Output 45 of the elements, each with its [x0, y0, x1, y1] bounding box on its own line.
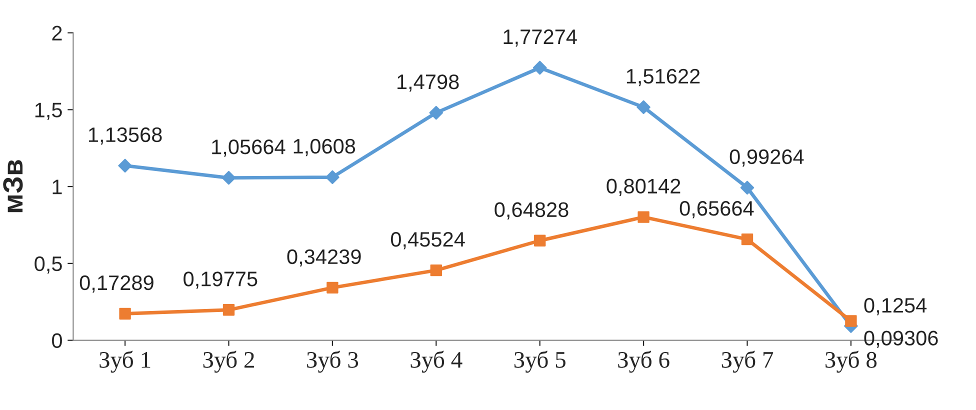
data-label: 0,1254: [864, 298, 927, 316]
data-label: 1,13568: [88, 127, 162, 145]
x-tick-label: Зуб 7: [722, 350, 774, 373]
data-label: 0,99264: [730, 149, 804, 167]
point: [845, 315, 857, 327]
data-label: 0,17289: [80, 275, 154, 293]
x-tick-label: Зуб 2: [203, 350, 254, 373]
x-tick-label: Зуб 5: [514, 350, 566, 373]
point: [222, 304, 235, 316]
y-tick-label: 1: [52, 180, 62, 194]
data-label: 0,64828: [494, 202, 568, 220]
point: [534, 234, 546, 246]
data-label: 0,80142: [606, 178, 680, 196]
data-label: 0,45524: [390, 232, 465, 250]
point: [532, 60, 547, 75]
y-tick-label: 2: [52, 26, 62, 40]
data-label: 0,09306: [864, 330, 938, 348]
point: [429, 106, 444, 120]
data-label: 1,4798: [398, 74, 459, 92]
x-tick-label: Зуб 3: [307, 350, 358, 373]
x-tick-label: Зуб 8: [826, 350, 877, 373]
point: [326, 170, 340, 184]
x-tick-label: Зуб 1: [100, 350, 150, 373]
x-tick-label: Зуб 4: [410, 350, 462, 373]
y-tick-label: 0,5: [34, 256, 62, 274]
y-tick-label: 1,5: [35, 102, 62, 120]
point: [740, 180, 754, 195]
point: [118, 158, 132, 173]
point: [430, 264, 442, 276]
point: [638, 211, 650, 223]
data-label: 0,34239: [287, 249, 361, 267]
point: [636, 100, 650, 114]
y-tick-label: 0: [52, 333, 62, 348]
data-label: 0,65664: [680, 201, 754, 218]
data-label: 1,0608: [294, 138, 356, 156]
point: [741, 233, 754, 246]
x-tick-label: Зуб 6: [618, 350, 670, 373]
point: [119, 308, 131, 320]
y-axis-title: мЗв: [3, 160, 23, 212]
point: [222, 170, 236, 185]
data-label: 1,51622: [626, 68, 700, 86]
data-label: 1,05664: [212, 140, 286, 157]
data-label: 1,77274: [504, 29, 577, 47]
point: [326, 282, 338, 294]
data-label: 0,19775: [184, 272, 258, 289]
